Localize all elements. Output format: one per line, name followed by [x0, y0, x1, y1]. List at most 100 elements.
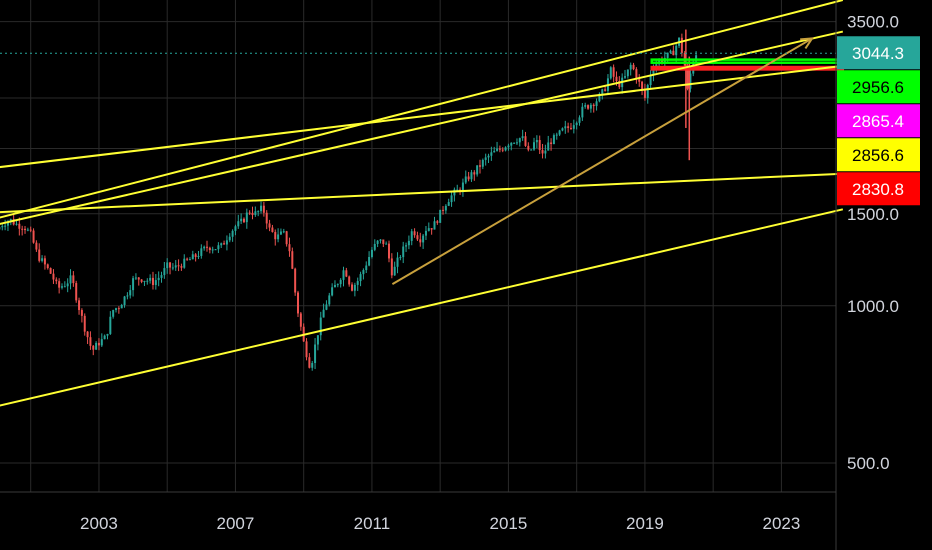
candle-body-142 [402, 246, 405, 258]
candle-body-191 [541, 150, 544, 154]
price-badge-bg-1 [837, 70, 920, 104]
candle-body-170 [481, 159, 484, 167]
candle-body-59 [166, 262, 169, 269]
candle-body-6 [15, 223, 18, 225]
candle-body-86 [242, 218, 245, 223]
price-badge-bg-2 [837, 104, 920, 138]
candle-body-237 [672, 50, 675, 56]
candle-body-45 [126, 295, 129, 297]
candle-body-136 [385, 243, 388, 245]
candle-body-111 [314, 344, 317, 364]
trendline-2 [0, 64, 843, 169]
candle-body-12 [32, 230, 35, 243]
candle-body-166 [470, 172, 473, 180]
candle-body-75 [211, 249, 214, 251]
projection-arrow-head [800, 37, 815, 49]
candle-body-99 [279, 231, 282, 235]
candle-body-20 [55, 279, 58, 282]
candle-body-68 [191, 254, 194, 260]
x-tick-label-5: 2023 [762, 514, 800, 533]
candle-body-200 [567, 126, 570, 128]
x-tick-label-1: 2007 [217, 514, 255, 533]
y-tick-label-2: 1000.0 [847, 297, 899, 316]
candle-body-50 [140, 279, 143, 282]
candle-body-81 [228, 236, 231, 241]
candle-body-89 [251, 212, 254, 216]
candle-body-198 [561, 128, 564, 131]
x-tick-label-2: 2011 [354, 514, 391, 533]
candle-body-91 [257, 211, 260, 213]
candle-body-216 [612, 67, 615, 77]
y-tick-label-3: 500.0 [847, 454, 890, 473]
candle-body-236 [669, 50, 672, 53]
candle-body-38 [106, 333, 109, 336]
candle-body-39 [109, 316, 112, 334]
candle-body-171 [484, 157, 487, 160]
candle-body-189 [535, 140, 538, 143]
candle-body-164 [464, 176, 467, 183]
candle-body-173 [490, 152, 493, 156]
candle-body-33 [92, 345, 95, 350]
projection-arrow-shaft [391, 37, 813, 286]
price-axis: 3500.0 1500.0 1000.0 500.0 [847, 13, 899, 473]
candle-body-60 [169, 262, 172, 268]
candle-body-177 [501, 149, 504, 151]
candle-body-205 [581, 106, 584, 118]
candle-body-11 [29, 229, 32, 231]
candle-body-163 [461, 182, 464, 192]
candle-body-47 [132, 278, 135, 291]
candle-body-8 [21, 228, 24, 230]
candle-body-19 [52, 273, 55, 280]
price-badges: 3044.3 2956.6 2865.4 2856.6 2830.8 [837, 36, 920, 206]
candle-body-137 [387, 243, 390, 259]
candle-body-180 [510, 142, 513, 146]
candle-body-240 [680, 37, 683, 53]
candle-body-169 [478, 165, 481, 167]
candle-body-66 [186, 258, 189, 260]
candle-body-1 [1, 226, 4, 228]
candle-body-64 [180, 266, 183, 268]
candle-body-76 [214, 249, 217, 251]
candle-body-235 [666, 52, 669, 58]
candle-body-36 [100, 339, 103, 346]
price-badge-bg-3 [837, 138, 920, 172]
trendline-4 [0, 208, 844, 407]
candle-body-69 [194, 254, 197, 257]
candle-body-215 [609, 67, 612, 79]
candle-body-114 [322, 309, 325, 318]
candle-body-143 [405, 245, 408, 247]
candle-body-151 [427, 228, 430, 231]
candle-body-94 [265, 212, 268, 224]
candle-body-207 [587, 105, 590, 109]
candle-body-121 [342, 270, 345, 280]
candle-body-106 [299, 313, 302, 327]
candle-body-44 [123, 296, 126, 305]
grid-lines [0, 0, 836, 492]
candle-body-130 [368, 256, 371, 266]
candle-body-57 [160, 275, 163, 278]
candle-body-193 [547, 142, 550, 151]
candle-body-168 [476, 165, 479, 175]
candle-body-37 [103, 335, 106, 340]
candle-body-54 [151, 277, 154, 285]
candle-body-210 [595, 101, 598, 107]
candle-body-125 [353, 284, 356, 291]
candle-body-129 [365, 265, 368, 271]
candle-body-63 [177, 265, 180, 267]
candle-body-140 [396, 257, 399, 267]
candle-body-139 [393, 266, 396, 276]
candle-body-124 [351, 284, 354, 291]
candle-body-26 [72, 275, 75, 284]
candle-body-119 [336, 284, 339, 286]
candle-body-146 [413, 231, 416, 236]
candle-body-43 [120, 304, 123, 309]
candle-body-127 [359, 274, 362, 282]
candle-body-25 [69, 275, 72, 284]
candle-body-70 [197, 255, 200, 257]
candle-body-228 [646, 85, 649, 98]
candle-body-79 [223, 243, 226, 245]
candle-body-184 [521, 136, 524, 139]
candle-body-206 [584, 105, 587, 107]
candle-body-73 [206, 246, 209, 248]
